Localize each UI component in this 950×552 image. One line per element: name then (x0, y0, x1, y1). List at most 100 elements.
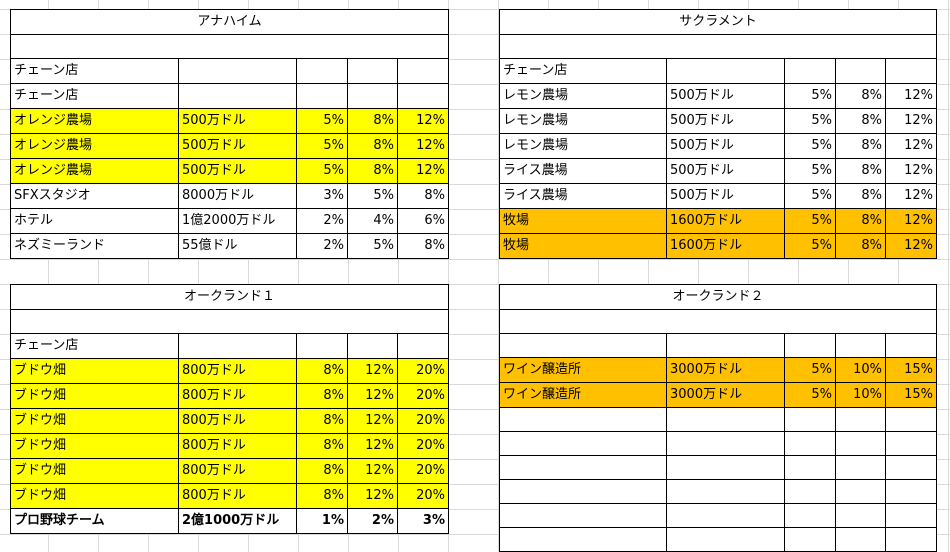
price-cell[interactable]: 500万ドル (178, 133, 297, 159)
rate-cell-1[interactable]: 8% (296, 483, 348, 509)
price-cell[interactable]: 800万ドル (178, 408, 297, 434)
rate-cell-3[interactable]: 20% (397, 433, 449, 459)
rate-cell-2[interactable]: 12% (347, 433, 398, 459)
rate-cell-1[interactable]: 5% (784, 183, 836, 209)
cell[interactable] (885, 407, 937, 432)
cell[interactable] (499, 333, 667, 358)
rate-cell-1[interactable]: 5% (784, 382, 836, 408)
property-name-cell[interactable]: 牧場 (499, 208, 667, 234)
rate-cell-1[interactable]: 8% (296, 408, 348, 434)
rate-cell-3[interactable]: 15% (885, 357, 937, 383)
rate-cell-3[interactable]: 12% (397, 158, 449, 184)
rate-cell-3[interactable]: 20% (397, 408, 449, 434)
rate-cell-3[interactable]: 12% (885, 108, 937, 134)
price-cell[interactable]: 500万ドル (666, 158, 785, 184)
cell[interactable] (784, 527, 836, 552)
property-name-cell[interactable]: ブドウ畑 (10, 458, 179, 484)
rate-cell-3[interactable]: 12% (397, 133, 449, 159)
cell[interactable] (885, 333, 937, 358)
rate-cell-3[interactable]: 12% (885, 183, 937, 209)
rate-cell-3[interactable]: 12% (885, 83, 937, 109)
cell[interactable] (666, 431, 785, 456)
table-title-cell[interactable]: アナハイム (10, 9, 449, 35)
price-cell[interactable]: 1600万ドル (666, 233, 785, 259)
rate-cell-3[interactable]: 12% (397, 108, 449, 134)
property-name-cell[interactable]: オレンジ農場 (10, 158, 179, 184)
blank-cell[interactable] (10, 309, 449, 334)
rate-cell-1[interactable]: 8% (296, 358, 348, 384)
property-name-cell[interactable]: レモン農場 (499, 108, 667, 134)
cell[interactable] (499, 479, 667, 504)
cell[interactable] (666, 58, 785, 84)
rate-cell-2[interactable]: 12% (347, 483, 398, 509)
cell[interactable] (784, 333, 836, 358)
cell[interactable] (885, 503, 937, 528)
rate-cell-1[interactable]: 5% (784, 233, 836, 259)
cell[interactable] (397, 83, 449, 109)
rate-cell-2[interactable]: 8% (347, 133, 398, 159)
cell[interactable] (784, 479, 836, 504)
rate-cell-2[interactable]: 12% (347, 458, 398, 484)
cell[interactable] (296, 58, 348, 84)
rate-cell-3[interactable]: 20% (397, 458, 449, 484)
rate-cell-2[interactable]: 8% (835, 183, 886, 209)
cell[interactable] (499, 527, 667, 552)
blank-cell[interactable] (499, 309, 937, 334)
rate-cell-2[interactable]: 8% (835, 208, 886, 234)
property-name-cell[interactable]: 牧場 (499, 233, 667, 259)
price-cell[interactable]: 800万ドル (178, 458, 297, 484)
price-cell[interactable]: 500万ドル (666, 83, 785, 109)
cell[interactable] (835, 479, 886, 504)
rate-cell-1[interactable]: 5% (784, 357, 836, 383)
cell[interactable] (835, 333, 886, 358)
price-cell[interactable]: 500万ドル (666, 133, 785, 159)
rate-cell-1[interactable]: 5% (784, 158, 836, 184)
cell[interactable] (499, 503, 667, 528)
property-name-cell[interactable]: ブドウ畑 (10, 383, 179, 409)
rate-cell-3[interactable]: 12% (885, 233, 937, 259)
cell[interactable] (784, 503, 836, 528)
cell[interactable] (835, 527, 886, 552)
cell[interactable] (784, 407, 836, 432)
chain-label-cell[interactable]: チェーン店 (10, 83, 179, 109)
rate-cell-2[interactable]: 4% (347, 208, 398, 234)
rate-cell-1[interactable]: 3% (296, 183, 348, 209)
rate-cell-3[interactable]: 20% (397, 383, 449, 409)
cell[interactable] (178, 333, 297, 359)
cell[interactable] (666, 479, 785, 504)
price-cell[interactable]: 1600万ドル (666, 208, 785, 234)
cell[interactable] (666, 527, 785, 552)
rate-cell-1[interactable]: 5% (784, 208, 836, 234)
price-cell[interactable]: 800万ドル (178, 433, 297, 459)
property-name-cell[interactable]: レモン農場 (499, 83, 667, 109)
rate-cell-1[interactable]: 2% (296, 233, 348, 259)
cell[interactable] (347, 58, 398, 84)
rate-cell-2[interactable]: 12% (347, 408, 398, 434)
price-cell[interactable]: 55億ドル (178, 233, 297, 259)
property-name-cell[interactable]: オレンジ農場 (10, 108, 179, 134)
rate-cell-1[interactable]: 5% (296, 108, 348, 134)
cell[interactable] (296, 83, 348, 109)
cell[interactable] (666, 333, 785, 358)
price-cell[interactable]: 800万ドル (178, 383, 297, 409)
rate-cell-2[interactable]: 10% (835, 382, 886, 408)
price-cell[interactable]: 500万ドル (666, 183, 785, 209)
rate-cell-2[interactable]: 8% (835, 108, 886, 134)
cell[interactable] (835, 58, 886, 84)
rate-cell-3[interactable]: 20% (397, 483, 449, 509)
cell[interactable] (784, 431, 836, 456)
rate-cell-1[interactable]: 5% (784, 83, 836, 109)
cell[interactable] (347, 83, 398, 109)
cell[interactable] (885, 431, 937, 456)
property-name-cell[interactable]: ブドウ畑 (10, 408, 179, 434)
cell[interactable] (397, 58, 449, 84)
rate-cell-1[interactable]: 5% (296, 158, 348, 184)
property-name-cell[interactable]: レモン農場 (499, 133, 667, 159)
rate-cell-2[interactable]: 8% (835, 83, 886, 109)
property-name-cell[interactable]: ワイン醸造所 (499, 382, 667, 408)
cell[interactable] (296, 333, 348, 359)
rate-cell-2[interactable]: 5% (347, 233, 398, 259)
cell[interactable] (499, 407, 667, 432)
table-title-cell[interactable]: オークランド２ (499, 284, 937, 310)
cell[interactable] (784, 455, 836, 480)
